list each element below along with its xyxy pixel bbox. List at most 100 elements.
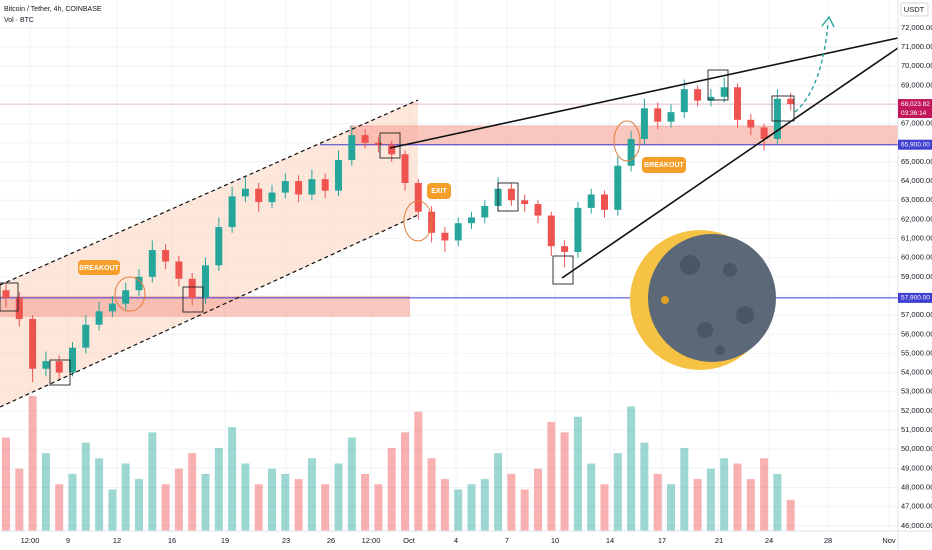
candle-body xyxy=(481,205,489,218)
candle-body xyxy=(42,361,50,369)
price-line-label: 65,900.00 xyxy=(901,141,930,148)
volume-bar xyxy=(401,432,409,531)
candle-body xyxy=(321,179,329,191)
volume-bar xyxy=(228,427,237,531)
candle-body xyxy=(680,89,688,113)
y-tick-label: 61,000.00 xyxy=(901,234,932,243)
volume-bar xyxy=(773,473,782,531)
volume-bar xyxy=(653,473,662,531)
candle-body xyxy=(561,246,569,252)
candle-body xyxy=(241,188,249,197)
candle-body xyxy=(614,165,622,210)
volume-bar xyxy=(334,463,343,531)
volume-bar xyxy=(347,437,356,531)
volume-bar xyxy=(454,489,463,531)
candle-body xyxy=(148,250,156,277)
x-tick-label: 26 xyxy=(327,536,335,545)
candle-body xyxy=(122,290,130,304)
volume-bar xyxy=(41,453,50,531)
candle-body xyxy=(202,265,209,298)
y-tick-label: 69,000.00 xyxy=(901,80,932,89)
candle-body xyxy=(175,261,183,279)
x-tick-label: 4 xyxy=(454,536,458,545)
last-price-label: 68,023.82 xyxy=(901,101,930,108)
x-tick-label: 28 xyxy=(824,536,832,545)
axis-labels: 72,000.00 71,000.00 70,000.00 69,000.00 68,0… xyxy=(21,23,932,545)
volume-bar xyxy=(587,463,596,531)
volume-bar xyxy=(95,458,104,531)
resistance-zone xyxy=(349,125,899,146)
candle-body xyxy=(760,127,768,139)
volume-bar xyxy=(534,468,542,531)
candle-body xyxy=(268,192,276,203)
y-tick-label: 46,000.00 xyxy=(901,521,932,530)
candle-body xyxy=(29,318,37,369)
x-tick-label: 12 xyxy=(113,536,121,545)
candle-body xyxy=(2,290,10,298)
volume-bar xyxy=(174,468,183,531)
volume-bar xyxy=(786,499,795,531)
x-tick-label: 14 xyxy=(606,536,614,545)
volume-bar xyxy=(720,458,729,531)
volume-bar xyxy=(15,468,24,531)
x-tick-label: 24 xyxy=(765,536,773,545)
candle-body xyxy=(627,138,635,166)
candle-body xyxy=(281,181,289,193)
y-tick-label: 51,000.00 xyxy=(901,425,932,434)
symbol-title: Bitcoin / Tether, 4h, COINBASE xyxy=(4,6,102,13)
volume-bar xyxy=(573,416,582,531)
candle-body xyxy=(534,204,542,216)
volume-bar xyxy=(706,468,715,531)
candle-body xyxy=(640,108,648,139)
annotation: BREAKOUT xyxy=(79,265,119,272)
volume-bar xyxy=(414,411,423,531)
volume-bar xyxy=(680,447,689,531)
volume-bar xyxy=(547,421,556,531)
volume-bar xyxy=(241,463,250,531)
volume-bar xyxy=(733,463,742,531)
volume-bar xyxy=(467,484,476,531)
candle-body xyxy=(441,232,449,241)
y-tick-label: 70,000.00 xyxy=(901,61,932,70)
candle-body xyxy=(601,194,608,210)
volume-bar xyxy=(440,479,449,531)
volume-bar xyxy=(148,432,157,531)
volume-bar xyxy=(214,447,223,531)
volume-title: Vol · BTC xyxy=(4,17,34,24)
candle-body xyxy=(388,144,396,155)
candle-body xyxy=(69,347,76,373)
y-tick-label: 64,000.00 xyxy=(901,176,932,185)
volume-bar xyxy=(600,484,609,531)
candle-body xyxy=(228,196,236,228)
candle-body xyxy=(135,276,143,291)
volume-bar xyxy=(560,432,569,531)
volume-bar xyxy=(361,473,370,531)
x-tick-label: 19 xyxy=(221,536,229,545)
y-tick-label: 56,000.00 xyxy=(901,329,932,338)
y-tick-label: 59,000.00 xyxy=(901,272,932,281)
candle-body xyxy=(255,188,263,203)
volume-bar xyxy=(2,437,10,531)
candle-body xyxy=(707,96,715,101)
y-tick-label: 49,000.00 xyxy=(901,463,932,472)
x-tick-label: 12:00 xyxy=(362,536,381,545)
grid xyxy=(0,0,898,531)
volume-bar xyxy=(268,468,276,531)
volume-bar xyxy=(307,458,316,531)
candle-body xyxy=(348,135,356,161)
y-tick-label: 53,000.00 xyxy=(901,387,932,396)
x-tick-label: Nov xyxy=(882,536,896,545)
candle-body xyxy=(295,181,303,195)
candle-body xyxy=(521,200,529,205)
y-tick-label: 72,000.00 xyxy=(901,23,932,32)
candle-body xyxy=(82,324,90,348)
wedge-lower xyxy=(561,47,899,279)
candle-body xyxy=(414,183,422,212)
y-tick-label: 67,000.00 xyxy=(901,119,932,128)
price-line-tag xyxy=(898,139,932,150)
annotation: EXIT xyxy=(431,188,447,195)
candle-body xyxy=(308,179,316,195)
volume-bar xyxy=(746,479,755,531)
volume-bar xyxy=(294,479,303,531)
